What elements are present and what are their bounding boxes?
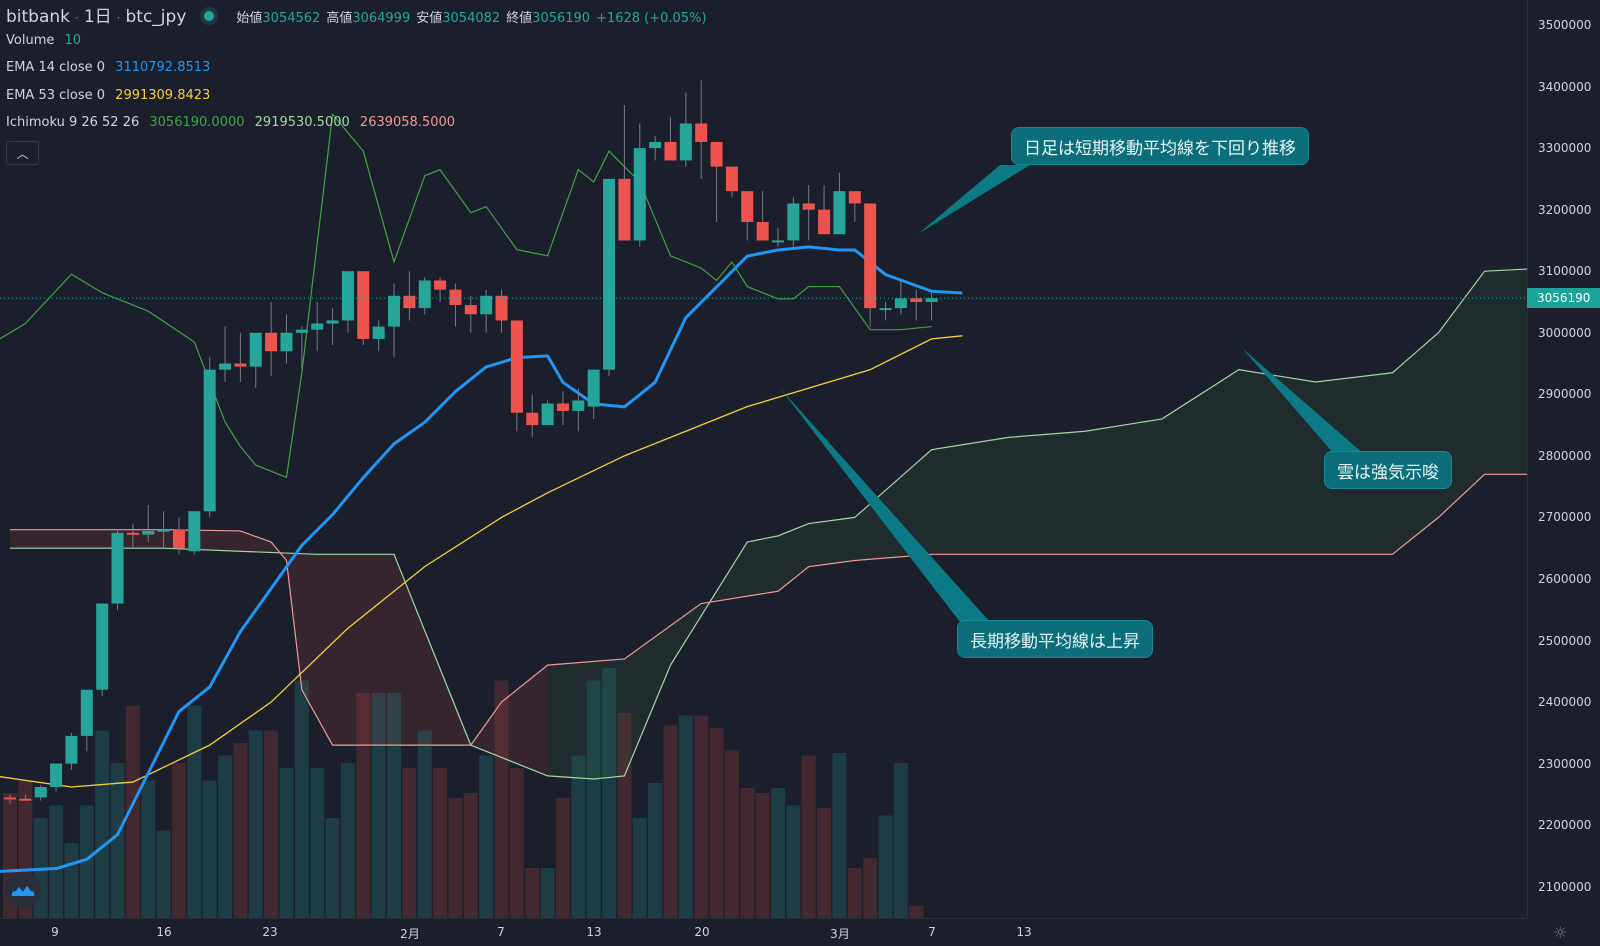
ichimoku-value-2: 2919530.5000 bbox=[254, 115, 350, 130]
x-tick-label: 16 bbox=[156, 925, 172, 939]
x-tick-label: 7 bbox=[497, 925, 505, 939]
y-tick-label: 2300000 bbox=[1538, 756, 1592, 771]
ohlc-values: 始値3054562 高値3064999 安値3054082 終値3056190 +162… bbox=[236, 11, 707, 26]
collapse-legend-button[interactable]: ︿ bbox=[6, 141, 39, 165]
y-tick-label: 2700000 bbox=[1538, 510, 1592, 525]
change-value: +1628 (+0.05%) bbox=[596, 11, 707, 26]
ema53-value: 2991309.8423 bbox=[115, 88, 211, 103]
callout-long-ma: 長期移動平均線は上昇 bbox=[957, 620, 1153, 658]
x-tick-label: 20 bbox=[694, 925, 710, 939]
legend-volume[interactable]: Volume 10 bbox=[6, 33, 82, 48]
settings-gear-icon[interactable]: ☼ bbox=[1553, 923, 1568, 942]
y-tick-label: 2400000 bbox=[1538, 695, 1592, 710]
callout-cloud: 雲は強気示唆 bbox=[1324, 451, 1452, 489]
tradingview-logo-icon[interactable] bbox=[5, 872, 41, 908]
x-tick-label: 2月 bbox=[400, 927, 420, 941]
legend-ichimoku[interactable]: Ichimoku 9 26 52 26 3056190.0000 2919530… bbox=[6, 115, 456, 130]
legend-ema53[interactable]: EMA 53 close 0 2991309.8423 bbox=[6, 88, 211, 103]
market-status-icon bbox=[204, 11, 215, 21]
y-tick-label: 3000000 bbox=[1538, 325, 1592, 340]
x-tick-label: 3月 bbox=[830, 927, 850, 941]
time-axis[interactable]: 9 16 23 2月 7 13 20 3月 7 13 bbox=[0, 918, 1527, 946]
y-tick-label: 3400000 bbox=[1538, 79, 1592, 94]
last-price-tag: 3056190 bbox=[1527, 288, 1600, 309]
y-tick-label: 3300000 bbox=[1538, 141, 1592, 156]
y-tick-label: 3200000 bbox=[1538, 202, 1592, 217]
y-tick-label: 2900000 bbox=[1538, 387, 1592, 402]
x-tick-label: 23 bbox=[262, 925, 278, 939]
callout-short-ma: 日足は短期移動平均線を下回り推移 bbox=[1011, 127, 1309, 165]
exchange-name: bitbank bbox=[6, 7, 71, 27]
ichimoku-value-1: 3056190.0000 bbox=[149, 115, 245, 130]
x-tick-label: 13 bbox=[586, 925, 602, 939]
x-tick-label: 9 bbox=[51, 925, 59, 939]
symbol-header: bitbank · 1日 · btc_jpy 始値3054562 高値3064999 安値30… bbox=[6, 7, 707, 27]
price-axis[interactable]: 3500000 3400000 3300000 3200000 3100000 30000… bbox=[1527, 0, 1600, 918]
chevron-up-icon: ︿ bbox=[16, 146, 29, 161]
close-value: 3056190 bbox=[532, 11, 591, 26]
x-tick-label: 13 bbox=[1016, 925, 1032, 939]
volume-value: 10 bbox=[64, 33, 82, 48]
low-value: 3054082 bbox=[442, 11, 501, 26]
symbol-name: btc_jpy bbox=[125, 7, 187, 27]
open-value: 3054562 bbox=[262, 11, 321, 26]
ichimoku-value-3: 2639058.5000 bbox=[359, 115, 456, 130]
y-tick-label: 2800000 bbox=[1538, 448, 1592, 463]
legend-ema14[interactable]: EMA 14 close 0 3110792.8513 bbox=[6, 60, 211, 75]
y-tick-label: 2600000 bbox=[1538, 571, 1592, 586]
high-value: 3064999 bbox=[352, 11, 411, 26]
x-tick-label: 7 bbox=[928, 925, 936, 939]
y-tick-label: 3500000 bbox=[1538, 18, 1592, 32]
y-tick-label: 2500000 bbox=[1538, 633, 1592, 648]
y-tick-label: 3100000 bbox=[1538, 264, 1592, 279]
y-tick-label: 2100000 bbox=[1538, 879, 1592, 894]
price-chart[interactable] bbox=[0, 0, 1527, 918]
y-tick-label: 2200000 bbox=[1538, 818, 1592, 833]
ema14-value: 3110792.8513 bbox=[115, 60, 211, 75]
interval-label[interactable]: 1日 bbox=[83, 7, 112, 27]
